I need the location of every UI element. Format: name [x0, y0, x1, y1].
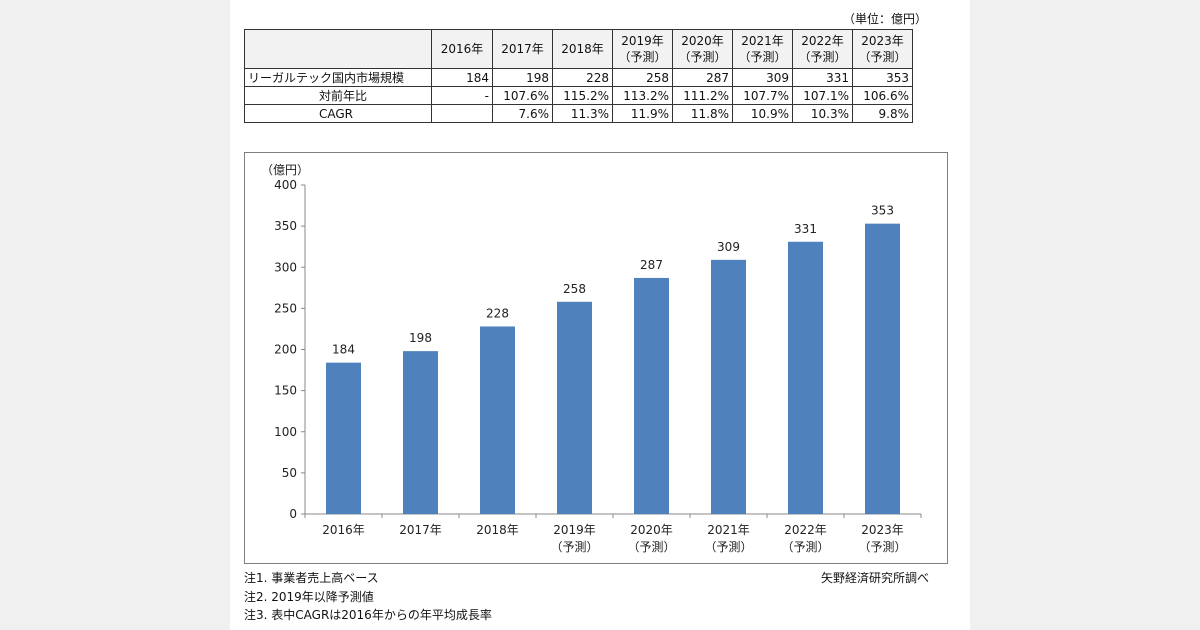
- table-cell: 9.8%: [852, 104, 913, 123]
- table-cell: 107.1%: [792, 86, 853, 105]
- table-cell: 7.6%: [492, 104, 553, 123]
- bar: [788, 241, 823, 514]
- table-cell: 10.9%: [732, 104, 793, 123]
- table-header-cell: 2023年 （予測）: [852, 29, 913, 69]
- data-label: 198: [409, 331, 432, 345]
- table-header-cell: 2022年 （予測）: [792, 29, 853, 69]
- data-label: 331: [794, 222, 817, 236]
- bar-chart: （億円） 0 50 100 150 200 250 300 350 400 184 2016年 198 2…: [261, 163, 922, 554]
- table-cell: 287: [672, 68, 733, 87]
- data-label: 287: [640, 258, 663, 272]
- table-cell: 228: [552, 68, 613, 87]
- table-cell: 10.3%: [792, 104, 853, 123]
- y-tick-label: 200: [274, 343, 297, 357]
- table-cell: 111.2%: [672, 86, 733, 105]
- x-tick-label: 2017年: [399, 523, 442, 537]
- table-row-cagr: CAGR 7.6% 11.3% 11.9% 11.8% 10.9% 10.3% …: [244, 104, 913, 123]
- x-tick-label: （予測）: [781, 540, 829, 554]
- table-cell: 107.7%: [732, 86, 793, 105]
- y-tick-label: 250: [274, 301, 297, 315]
- source-label: 矢野経済研究所調べ: [821, 571, 930, 585]
- table-cell: 258: [612, 68, 673, 87]
- table-row-market-size: リーガルテック国内市場規模 184 198 228 258 287 309 33…: [244, 68, 913, 87]
- data-label: 353: [871, 204, 894, 218]
- market-size-table: 2016年 2017年 2018年 2019年 （予測） 2020年 （予測） …: [244, 29, 913, 123]
- table-cell: 113.2%: [612, 86, 673, 105]
- table-cell: 11.8%: [672, 104, 733, 123]
- table-cell: 106.6%: [852, 86, 913, 105]
- bar: [711, 259, 746, 514]
- y-tick-label: 350: [274, 219, 297, 233]
- table-cell: 309: [732, 68, 793, 87]
- table-header-row: 2016年 2017年 2018年 2019年 （予測） 2020年 （予測） …: [244, 29, 913, 69]
- table-header-cell: 2017年: [492, 29, 553, 69]
- table-header-cell: 2016年: [431, 29, 493, 69]
- x-tick-label: 2019年: [553, 523, 596, 537]
- note-1: 注1. 事業者売上高ベース: [244, 571, 379, 585]
- data-label: 258: [563, 282, 586, 296]
- x-tick-label: （予測）: [627, 540, 675, 554]
- y-tick-label: 50: [282, 466, 297, 480]
- note-3: 注3. 表中CAGRは2016年からの年平均成長率: [244, 608, 492, 622]
- table-header-cell: [244, 29, 432, 69]
- x-tick-label: （予測）: [704, 540, 752, 554]
- x-tick-label: （予測）: [550, 540, 598, 554]
- table-cell: 353: [852, 68, 913, 87]
- table-header-cell: 2019年 （予測）: [612, 29, 673, 69]
- table-cell: 184: [431, 68, 493, 87]
- table-cell: 115.2%: [552, 86, 613, 105]
- table-cell: 11.3%: [552, 104, 613, 123]
- bar: [557, 301, 592, 514]
- table-cell: [431, 104, 493, 123]
- x-tick-label: （予測）: [858, 540, 906, 554]
- y-tick-label: 0: [289, 507, 297, 521]
- bar: [865, 223, 900, 514]
- y-tick-label: 100: [274, 425, 297, 439]
- table-cell: 11.9%: [612, 104, 673, 123]
- x-tick-label: 2021年: [707, 523, 750, 537]
- row-label: CAGR: [244, 104, 432, 123]
- data-label: 228: [486, 306, 509, 320]
- table-cell: 331: [792, 68, 853, 87]
- table-cell: -: [431, 86, 493, 105]
- table-cell: 107.6%: [492, 86, 553, 105]
- unit-label: （単位：億円）: [843, 12, 928, 26]
- x-tick-label: 2016年: [322, 523, 365, 537]
- data-label: 184: [332, 343, 355, 357]
- x-tick-label: 2022年: [784, 523, 827, 537]
- y-tick-label: 400: [274, 178, 297, 192]
- row-label: リーガルテック国内市場規模: [244, 68, 432, 87]
- y-tick-label: 150: [274, 384, 297, 398]
- chart-frame: （億円） 0 50 100 150 200 250 300 350 400 184 2016年 198 2…: [244, 152, 948, 564]
- bar: [480, 326, 515, 514]
- row-label: 対前年比: [244, 86, 432, 105]
- y-axis-label: （億円）: [261, 163, 309, 177]
- table-row-yoy: 対前年比 - 107.6% 115.2% 113.2% 111.2% 107.7…: [244, 86, 913, 105]
- table-header-cell: 2018年: [552, 29, 613, 69]
- table-header-cell: 2021年 （予測）: [732, 29, 793, 69]
- data-label: 309: [717, 240, 740, 254]
- table-cell: 198: [492, 68, 553, 87]
- x-tick-label: 2018年: [476, 523, 519, 537]
- bar: [326, 362, 361, 514]
- table-header-cell: 2020年 （予測）: [672, 29, 733, 69]
- x-tick-label: 2020年: [630, 523, 673, 537]
- bar: [403, 351, 438, 514]
- bar: [634, 277, 669, 514]
- note-2: 注2. 2019年以降予測値: [244, 590, 374, 604]
- x-tick-label: 2023年: [861, 523, 904, 537]
- y-tick-label: 300: [274, 260, 297, 274]
